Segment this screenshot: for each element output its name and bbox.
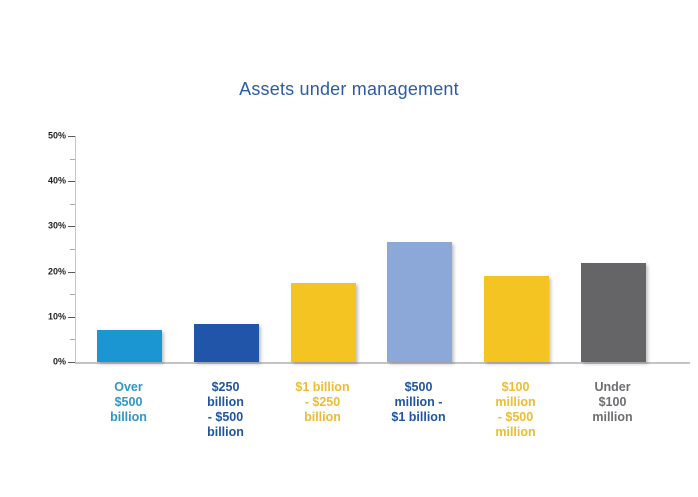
- y-tick-label: 30%: [47, 220, 66, 231]
- y-minor-tick: [70, 339, 75, 341]
- y-major-tick: [68, 271, 75, 273]
- x-axis-labels: Over $500 billion $250 billion - $500 bil…: [0, 380, 698, 475]
- y-minor-tick: [70, 158, 75, 160]
- y-major-tick: [68, 362, 75, 363]
- x-axis-label: $1 billion - $250 billion: [295, 380, 350, 424]
- x-axis-label: $100 million - $500 million: [495, 380, 536, 439]
- bar: [387, 242, 452, 362]
- y-tick-label: 0%: [52, 356, 66, 367]
- y-tick-label: 50%: [47, 130, 66, 141]
- x-axis-label: Over $500 billion: [110, 380, 147, 424]
- y-tick-label: 10%: [47, 311, 66, 322]
- y-major-tick: [68, 181, 75, 183]
- y-minor-tick: [70, 203, 75, 205]
- y-major-tick: [68, 316, 75, 318]
- y-major-tick: [68, 136, 75, 137]
- bar: [291, 282, 356, 362]
- x-axis-baseline: [75, 362, 690, 364]
- plot-area: 0% 10% 20% 30% 40% 50%: [48, 131, 690, 366]
- bar: [581, 262, 646, 362]
- y-minor-tick: [70, 249, 75, 250]
- y-tick-label: 20%: [47, 266, 66, 277]
- y-tick-label: 40%: [47, 175, 66, 186]
- y-major-tick: [68, 226, 75, 228]
- bar: [484, 276, 549, 362]
- x-axis-label: $250 billion - $500 billion: [207, 380, 244, 439]
- y-minor-tick: [70, 294, 75, 296]
- x-axis-label: $500 million - $1 billion: [391, 380, 446, 424]
- bar: [97, 330, 162, 362]
- chart-title: Assets under management: [239, 79, 459, 99]
- bar: [194, 323, 259, 362]
- x-axis-label: Under $100 million: [592, 380, 633, 424]
